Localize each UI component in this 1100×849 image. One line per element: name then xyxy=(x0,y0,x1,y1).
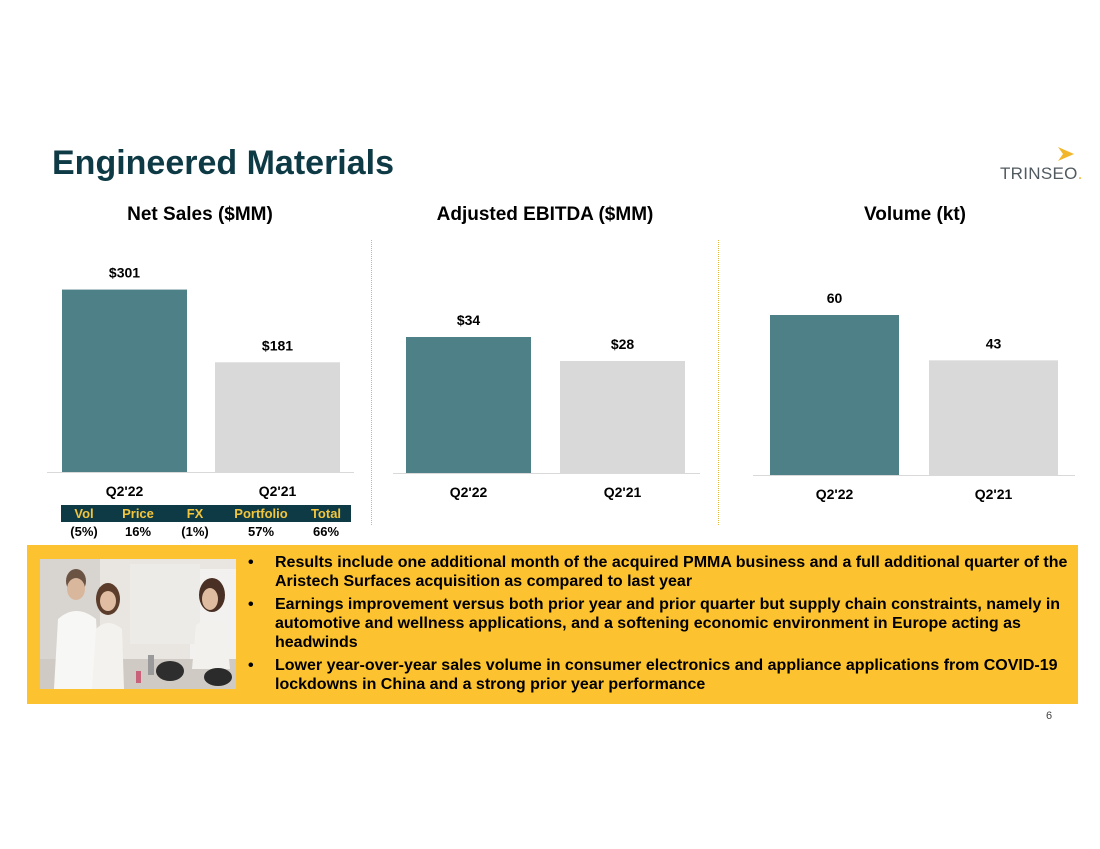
logo-brand-text: TRINSEO xyxy=(1000,164,1078,183)
bar-current xyxy=(62,289,187,472)
x-tick-label: Q2'22 xyxy=(450,484,488,500)
data-label: $301 xyxy=(109,265,140,281)
slide-title: Engineered Materials xyxy=(52,144,395,182)
volume-chart-title: Volume (kt) xyxy=(863,204,967,225)
bar-prior xyxy=(929,360,1058,475)
bridge-values-row: (5%) 16% (1%) 57% 66% xyxy=(61,522,351,541)
commentary-bullet: Earnings improvement versus both prior y… xyxy=(242,595,1078,652)
net-sales-chart: $301 Q2'22 $181 Q2'21 xyxy=(47,265,354,499)
x-tick-label: Q2'21 xyxy=(604,484,642,500)
net-sales-bridge-table: Vol Price FX Portfolio Total (5%) 16% (1… xyxy=(61,505,351,541)
logo-dot: . xyxy=(1077,164,1083,183)
bridge-value-total: 66% xyxy=(312,524,340,539)
data-label: $34 xyxy=(457,312,481,328)
ebitda-chart-title: Adjusted EBITDA ($MM) xyxy=(436,204,654,225)
logo-chevron-icon xyxy=(1058,147,1074,161)
bridge-value-fx: (1%) xyxy=(181,524,209,539)
bridge-header-total: Total xyxy=(310,506,342,521)
x-tick-label: Q2'22 xyxy=(816,486,854,502)
bridge-header-vol: Vol xyxy=(74,506,94,521)
commentary-bullet: Lower year-over-year sales volume in con… xyxy=(242,656,1078,694)
bridge-header-portfolio: Portfolio xyxy=(234,506,288,521)
bridge-header-price: Price xyxy=(122,506,154,521)
bar-prior xyxy=(560,361,685,473)
volume-chart: 60 Q2'22 43 Q2'21 xyxy=(753,290,1075,502)
trinseo-logo: TRINSEO. xyxy=(1000,144,1083,184)
logo-wordmark: TRINSEO. xyxy=(1000,164,1083,184)
photo-illustration xyxy=(40,559,236,689)
bar-prior xyxy=(215,362,340,472)
chart-divider xyxy=(718,240,719,525)
bridge-header-row: Vol Price FX Portfolio Total xyxy=(61,505,351,522)
bridge-value-vol: (5%) xyxy=(70,524,98,539)
bathroom-photo xyxy=(40,559,236,689)
commentary-bullet: Results include one additional month of … xyxy=(242,553,1078,591)
data-label: $181 xyxy=(262,337,293,353)
data-label: 43 xyxy=(986,335,1002,351)
bridge-value-portfolio: 57% xyxy=(247,524,275,539)
commentary-bullet-list: Results include one additional month of … xyxy=(242,553,1078,698)
ebitda-chart: $34 Q2'22 $28 Q2'21 xyxy=(393,312,700,500)
x-tick-label: Q2'22 xyxy=(106,483,144,499)
x-tick-label: Q2'21 xyxy=(975,486,1013,502)
bar-current xyxy=(406,337,531,473)
commentary-panel: Results include one additional month of … xyxy=(27,545,1078,704)
bridge-value-price: 16% xyxy=(124,524,152,539)
data-label: $28 xyxy=(611,336,635,352)
bridge-header-fx: FX xyxy=(186,506,204,521)
bar-current xyxy=(770,315,899,475)
net-sales-chart-title: Net Sales ($MM) xyxy=(127,204,273,225)
page-number: 6 xyxy=(1046,710,1053,722)
x-tick-label: Q2'21 xyxy=(259,483,297,499)
chart-divider xyxy=(371,240,372,525)
data-label: 60 xyxy=(827,290,843,306)
